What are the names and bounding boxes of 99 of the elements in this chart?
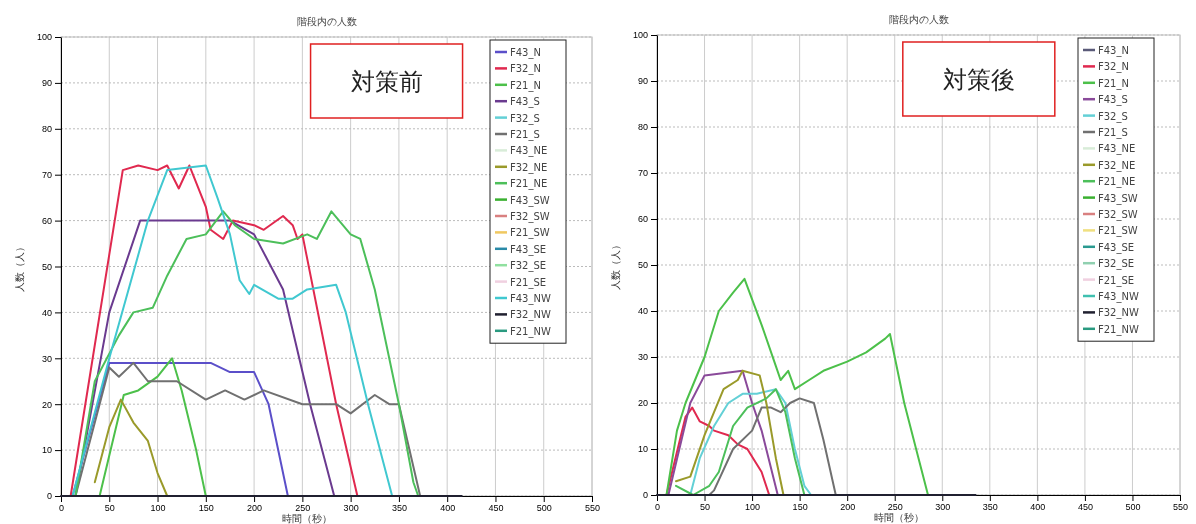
- legend-label: F21_S: [1098, 127, 1128, 139]
- y-tick-label: 10: [41, 445, 52, 456]
- y-tick-label: 90: [41, 78, 52, 89]
- legend-label: F32_S: [1098, 110, 1128, 123]
- y-tick-label: 70: [637, 168, 648, 179]
- x-tick-label: 50: [700, 502, 711, 513]
- y-tick-label: 60: [41, 215, 52, 226]
- legend-label: F32_NW: [510, 309, 551, 322]
- x-tick-label: 500: [1125, 502, 1141, 513]
- legend-label: F21_S: [510, 129, 540, 141]
- y-tick-label: 40: [41, 307, 52, 318]
- x-tick-label: 0: [58, 503, 65, 514]
- legend-label: F43_NE: [1098, 143, 1136, 156]
- legend-label: F21_SE: [510, 276, 547, 289]
- annotation: 対策前: [350, 68, 423, 96]
- legend-label: F21_NW: [510, 325, 551, 338]
- y-tick-label: 100: [36, 32, 52, 43]
- legend-label: F43_NE: [510, 145, 548, 158]
- line-series: [74, 210, 420, 497]
- y-tick-label: 50: [41, 261, 52, 272]
- legend-label: F32_SW: [510, 211, 550, 223]
- x-tick-label: 100: [150, 503, 166, 514]
- y-tick-label: 60: [637, 214, 648, 225]
- y-tick-label: 80: [41, 124, 52, 135]
- x-tick-label: 150: [198, 503, 214, 514]
- x-tick-label: 200: [840, 502, 856, 513]
- legend-label: F32_N: [510, 63, 541, 76]
- legend-label: F43_NW: [1098, 291, 1139, 303]
- legend-label: F32_NE: [1098, 159, 1136, 172]
- legend-label: F32_NW: [1098, 307, 1139, 320]
- y-axis-title: 人数（人）: [14, 241, 25, 292]
- chart-title: 階段内の人数: [888, 14, 949, 25]
- legend-label: F32_SE: [1098, 258, 1135, 271]
- legend-label: F43_N: [1098, 45, 1129, 57]
- line-series: [93, 398, 169, 497]
- x-tick-label: 450: [1077, 502, 1093, 513]
- x-tick-label: 550: [1172, 502, 1189, 513]
- x-tick-label: 250: [887, 502, 903, 513]
- y-tick-label: 100: [632, 30, 648, 41]
- legend-label: F43_NW: [510, 293, 551, 305]
- x-tick-label: 400: [440, 503, 456, 514]
- x-tick-label: 200: [247, 503, 263, 514]
- legend-label: F21_SW: [1098, 225, 1138, 238]
- legend-label: F21_NE: [510, 178, 548, 191]
- legend-label: F21_N: [510, 79, 541, 92]
- y-tick-label: 0: [642, 490, 648, 501]
- legend-label: F32_N: [1098, 61, 1129, 74]
- legend-label: F43_N: [510, 47, 541, 59]
- y-tick-label: 30: [637, 352, 648, 363]
- legend-label: F21_SW: [510, 227, 550, 240]
- line-series: [98, 357, 207, 497]
- y-tick-label: 90: [637, 76, 648, 87]
- y-tick-label: 10: [637, 444, 648, 455]
- x-tick-label: 550: [584, 503, 601, 514]
- y-axis-title: 人数（人）: [610, 240, 621, 290]
- x-tick-label: 150: [792, 502, 808, 513]
- x-tick-label: 350: [982, 502, 998, 513]
- x-axis-title: 時間（秒）: [873, 512, 924, 523]
- line-series: [689, 388, 813, 496]
- x-tick-label: 0: [654, 502, 661, 513]
- x-tick-label: 400: [1030, 502, 1046, 513]
- line-series: [665, 277, 930, 496]
- y-tick-label: 70: [41, 170, 52, 181]
- x-tick-label: 100: [745, 502, 761, 513]
- y-tick-label: 20: [41, 399, 52, 410]
- line-series: [665, 406, 771, 496]
- legend-label: F43_SE: [1098, 241, 1135, 254]
- x-tick-label: 300: [935, 502, 951, 513]
- legend-label: F21_NE: [1098, 176, 1136, 189]
- x-tick-label: 500: [536, 503, 552, 514]
- line-series: [675, 388, 806, 496]
- legend-label: F43_SW: [510, 194, 550, 207]
- legend-label: F32_NE: [510, 161, 548, 174]
- x-tick-label: 50: [104, 503, 115, 514]
- legend-label: F32_SW: [1098, 209, 1138, 221]
- y-tick-label: 80: [637, 122, 648, 133]
- x-axis-title: 時間（秒）: [281, 513, 332, 524]
- chart-title: 階段内の人数: [296, 16, 357, 27]
- x-tick-label: 300: [343, 503, 359, 514]
- y-tick-label: 20: [637, 398, 648, 409]
- y-tick-label: 0: [46, 491, 52, 502]
- legend-label: F21_NW: [1098, 323, 1139, 336]
- legend-label: F21_SE: [1098, 274, 1135, 287]
- x-tick-label: 450: [488, 503, 504, 514]
- line-series: [708, 397, 837, 496]
- y-tick-label: 30: [41, 353, 52, 364]
- x-tick-label: 350: [391, 503, 407, 514]
- legend-label: F32_S: [510, 112, 540, 125]
- legend-label: F43_S: [510, 96, 540, 109]
- y-tick-label: 40: [637, 306, 648, 317]
- line-series: [74, 361, 422, 497]
- y-tick-label: 50: [637, 260, 648, 271]
- annotation: 対策後: [942, 66, 1015, 94]
- x-tick-label: 250: [295, 503, 311, 514]
- legend-label: F32_SE: [510, 260, 547, 273]
- legend-label: F21_N: [1098, 77, 1129, 90]
- legend-label: F43_SW: [1098, 192, 1138, 205]
- legend-label: F43_SE: [510, 243, 547, 256]
- legend-label: F43_S: [1098, 94, 1128, 107]
